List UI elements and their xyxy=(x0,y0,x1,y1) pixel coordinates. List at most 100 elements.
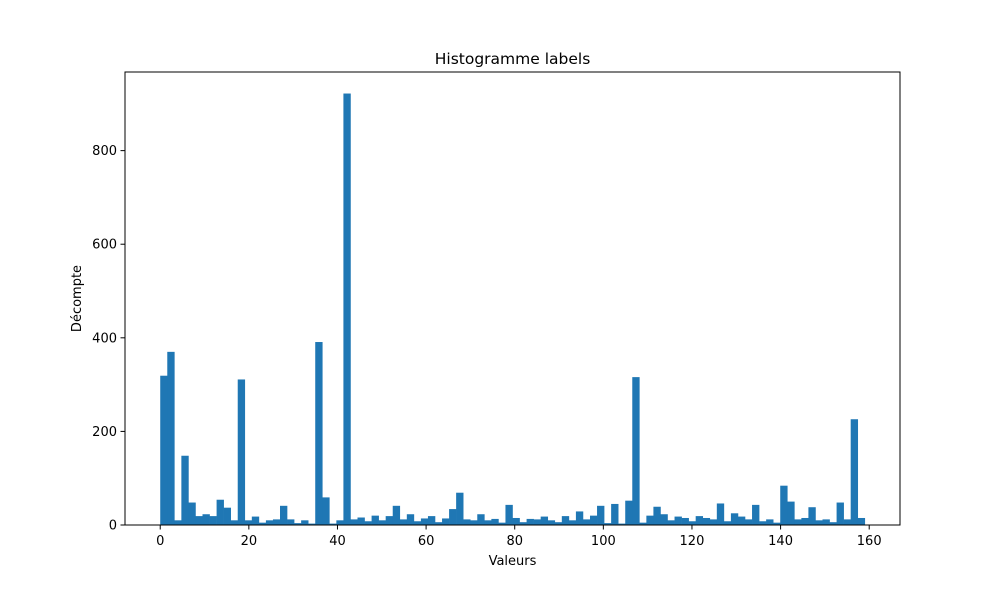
histogram-bar xyxy=(343,93,351,526)
histogram-bar xyxy=(378,520,386,525)
histogram-bar xyxy=(258,522,267,525)
histogram-bar xyxy=(554,522,563,525)
histogram-bar xyxy=(223,507,231,525)
histogram-bar xyxy=(611,503,619,525)
histogram-bar xyxy=(498,522,506,525)
histogram-bar xyxy=(230,520,239,525)
y-tick-label: 200 xyxy=(92,425,117,440)
histogram-bar xyxy=(280,505,288,525)
histogram-bar xyxy=(822,519,830,525)
histogram-bar xyxy=(364,521,372,525)
histogram-bar xyxy=(308,523,316,525)
x-tick-label: 0 xyxy=(156,534,164,549)
histogram-bar xyxy=(336,520,344,525)
histogram-bar xyxy=(427,516,436,525)
histogram-bar xyxy=(575,511,584,525)
histogram-bar xyxy=(294,523,302,525)
histogram-bar xyxy=(385,516,394,525)
histogram-bar xyxy=(174,520,182,525)
histogram-bar xyxy=(315,342,323,525)
histogram-bar xyxy=(512,517,520,525)
histogram-bar xyxy=(533,519,541,525)
x-tick-label: 100 xyxy=(591,534,616,549)
x-tick-label: 140 xyxy=(768,534,793,549)
chart-title: Histogramme labels xyxy=(435,50,591,68)
histogram-bar xyxy=(794,519,802,525)
histogram-bar xyxy=(836,502,844,525)
histogram-bar xyxy=(618,523,626,525)
histogram-bar xyxy=(484,520,492,525)
histogram-bar xyxy=(808,507,816,525)
histogram-bar xyxy=(322,497,330,525)
histogram-bar xyxy=(329,523,337,525)
histogram-bar xyxy=(470,520,478,525)
histogram-bar xyxy=(702,517,711,525)
histogram-bar xyxy=(815,520,823,525)
histogram-bar xyxy=(406,514,415,525)
histogram-bar xyxy=(251,516,260,525)
x-tick-label: 20 xyxy=(241,534,258,549)
histogram-bar xyxy=(301,520,309,525)
histogram-bar xyxy=(759,521,767,525)
histogram-bar xyxy=(237,379,246,525)
histogram-bar xyxy=(357,517,365,525)
histogram-bar xyxy=(653,506,661,525)
histogram-bar xyxy=(195,516,203,525)
histogram-bar xyxy=(540,516,549,525)
histogram-bar xyxy=(371,515,379,525)
histogram-bar xyxy=(843,519,851,525)
histogram-bar xyxy=(695,516,704,525)
histogram-bar xyxy=(850,419,859,525)
histogram-bar xyxy=(477,514,485,525)
histogram-bar xyxy=(442,518,450,525)
y-axis-ticks: 0 200 400 600 800 xyxy=(92,144,125,534)
plot-frame xyxy=(124,71,901,526)
histogram-bar xyxy=(526,518,534,525)
histogram-bar xyxy=(287,519,295,525)
histogram-bar xyxy=(582,519,591,525)
y-axis-label: Décompte xyxy=(70,265,85,332)
histogram-bar xyxy=(681,517,689,525)
histogram-bar xyxy=(216,499,224,525)
histogram-bar xyxy=(752,504,760,525)
histogram-bar xyxy=(188,502,196,525)
histogram-bar xyxy=(561,516,570,525)
histogram-bar xyxy=(350,519,358,525)
histogram-bar xyxy=(449,509,457,525)
x-tick-label: 160 xyxy=(857,534,882,549)
x-tick-label: 60 xyxy=(418,534,435,549)
y-tick-label: 800 xyxy=(92,144,117,159)
histogram-bar xyxy=(505,504,513,525)
histogram-bar xyxy=(568,520,577,525)
histogram-bar xyxy=(519,522,527,525)
histogram-bar xyxy=(392,505,401,525)
histogram-bar xyxy=(244,520,253,525)
histogram-bar xyxy=(413,521,422,525)
histogram-bar xyxy=(590,515,598,525)
histogram-bar xyxy=(787,501,795,525)
y-tick-label: 600 xyxy=(92,238,117,253)
bars-group xyxy=(160,93,866,526)
histogram-bar xyxy=(674,516,682,525)
histogram-bar xyxy=(167,351,175,525)
histogram-bar xyxy=(745,519,753,525)
histogram-bar xyxy=(435,522,443,525)
histogram-bar xyxy=(625,500,633,525)
x-axis-label: Valeurs xyxy=(489,554,537,569)
histogram-bar xyxy=(272,519,281,525)
histogram-bar xyxy=(181,455,189,525)
histogram-bar xyxy=(420,518,429,525)
histogram-bar xyxy=(639,522,647,525)
histogram-bar xyxy=(709,519,718,525)
histogram-bar xyxy=(773,522,781,525)
histogram-bar xyxy=(780,485,788,525)
histogram-bar xyxy=(547,520,556,525)
histogram-bar xyxy=(660,514,668,525)
histogram-bar xyxy=(716,503,725,525)
histogram-bar xyxy=(160,375,168,525)
histogram-bar xyxy=(667,520,675,525)
y-tick-label: 400 xyxy=(92,331,117,346)
histogram-bar xyxy=(730,513,739,525)
y-tick-label: 0 xyxy=(109,519,117,534)
